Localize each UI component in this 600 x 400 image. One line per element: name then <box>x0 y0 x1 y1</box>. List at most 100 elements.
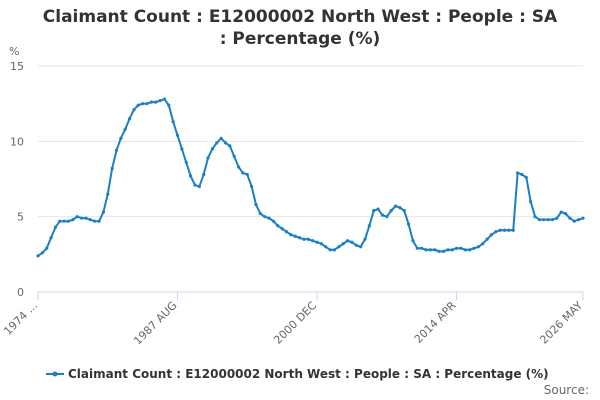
point <box>572 219 576 223</box>
point <box>550 218 555 222</box>
point <box>454 246 459 250</box>
source: Source: <box>544 383 589 397</box>
point <box>359 245 363 249</box>
point <box>472 246 476 250</box>
point <box>511 228 515 232</box>
point <box>441 249 446 253</box>
point <box>476 245 480 249</box>
point <box>568 216 572 220</box>
point <box>58 219 62 223</box>
point <box>389 209 393 213</box>
point <box>45 246 49 250</box>
point <box>180 147 184 151</box>
point <box>428 248 432 252</box>
point <box>411 239 415 243</box>
point <box>197 184 201 189</box>
point <box>36 254 40 258</box>
point <box>280 227 284 231</box>
point <box>489 233 494 237</box>
point <box>258 212 262 216</box>
point <box>376 207 380 211</box>
point <box>93 219 97 223</box>
chart-title: Claimant Count : E12000002 North West : … <box>42 7 558 49</box>
point <box>577 218 581 222</box>
point <box>75 215 79 219</box>
point <box>267 216 271 220</box>
point <box>502 228 507 232</box>
point <box>529 200 533 204</box>
point <box>171 120 175 124</box>
point <box>53 225 58 229</box>
point <box>254 203 258 207</box>
point <box>136 103 140 107</box>
point <box>324 245 328 249</box>
y-tick-label: 15 <box>10 60 24 73</box>
point <box>106 192 110 196</box>
point <box>145 102 149 106</box>
legend-label[interactable]: Claimant Count : E12000002 North West : … <box>68 367 549 381</box>
point <box>119 136 123 140</box>
point <box>210 147 214 151</box>
point <box>127 117 132 121</box>
legend-marker <box>52 371 58 377</box>
point <box>507 228 511 232</box>
y-axis-label: % <box>9 45 19 58</box>
x-tick-label: 2026 MAY <box>537 299 585 347</box>
point <box>276 224 280 228</box>
point <box>149 100 153 104</box>
point <box>393 204 398 208</box>
point <box>398 206 402 210</box>
point <box>367 224 371 228</box>
point <box>141 102 145 106</box>
point <box>385 215 389 219</box>
point <box>424 248 428 252</box>
point <box>110 166 114 171</box>
point <box>132 108 136 112</box>
point <box>485 237 489 241</box>
point <box>516 171 520 175</box>
point <box>97 219 101 223</box>
point <box>206 156 210 160</box>
point <box>162 97 167 101</box>
point <box>175 133 180 137</box>
point <box>289 233 293 237</box>
point <box>250 184 254 189</box>
point <box>520 172 524 177</box>
point <box>450 248 454 252</box>
point <box>463 248 467 252</box>
x-tick-label: 2014 APR <box>412 299 459 346</box>
point <box>184 160 188 165</box>
point <box>228 144 232 148</box>
point <box>537 218 542 222</box>
point <box>193 183 197 187</box>
point <box>245 172 249 177</box>
point <box>459 246 463 250</box>
point <box>62 219 66 223</box>
point <box>533 215 537 219</box>
point <box>293 234 297 238</box>
point <box>311 239 315 243</box>
point <box>407 222 411 226</box>
point <box>241 171 245 175</box>
x-tick-label: 1974 ... <box>1 299 40 338</box>
point <box>66 219 71 223</box>
point <box>40 251 44 255</box>
point <box>546 218 550 222</box>
point <box>559 210 563 214</box>
point <box>315 240 319 244</box>
y-tick-label: 5 <box>17 211 24 224</box>
point <box>581 216 585 220</box>
point <box>306 237 310 241</box>
point <box>337 245 341 249</box>
point <box>563 212 568 216</box>
point <box>123 127 127 131</box>
point <box>446 248 450 252</box>
point <box>271 219 276 223</box>
point <box>542 218 546 222</box>
point <box>481 242 485 246</box>
point <box>223 141 228 145</box>
point <box>524 175 528 180</box>
point <box>402 209 406 213</box>
point <box>202 172 206 177</box>
